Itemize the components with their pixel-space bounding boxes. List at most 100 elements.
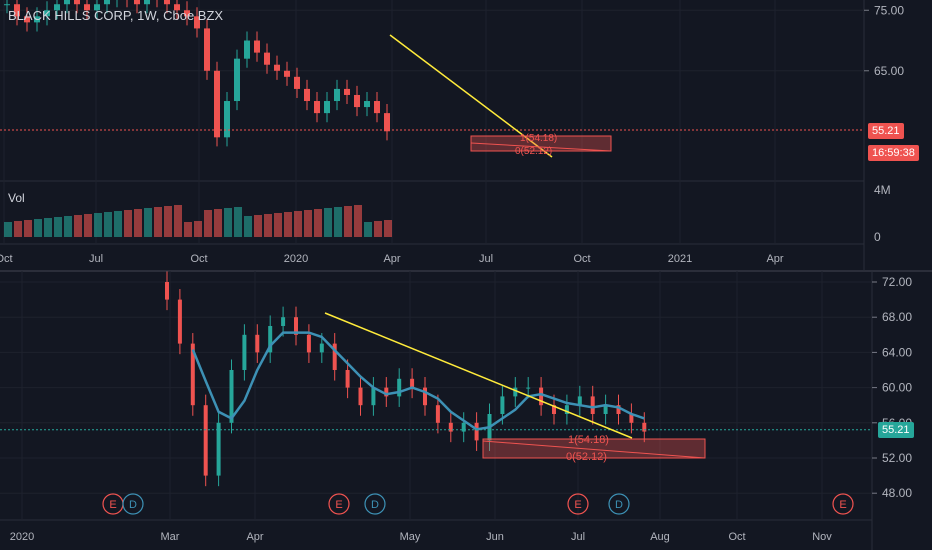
x-tick-label: Apr — [766, 253, 783, 265]
fib-label: 1(54.18) — [568, 434, 609, 446]
x-tick-label: 2021 — [668, 253, 692, 265]
event-circle — [122, 493, 144, 515]
candle-body — [629, 414, 634, 423]
event-marker-dividend[interactable]: D — [608, 493, 630, 515]
candle-body — [526, 387, 531, 389]
candle-body — [264, 52, 270, 65]
candle-body — [203, 405, 208, 476]
x-tick-label: Jul — [571, 531, 585, 543]
x-tick-label: May — [400, 531, 421, 543]
volume-bar — [84, 214, 92, 237]
volume-bar — [184, 222, 192, 237]
candle-body — [204, 28, 210, 71]
event-circle — [608, 493, 630, 515]
candle-body — [54, 4, 60, 11]
candle-body — [229, 370, 234, 423]
candle-body — [332, 343, 337, 370]
candle-body — [184, 10, 190, 17]
candle-body — [423, 387, 427, 406]
volume-bar — [354, 205, 362, 237]
candle-body — [281, 317, 286, 326]
candle-body — [294, 317, 298, 335]
candle-body — [177, 299, 182, 344]
x-tick-label: Jul — [89, 253, 103, 265]
x-tick-label: Jun — [486, 531, 504, 543]
y-tick-label: 75.00 — [874, 3, 904, 17]
event-letter: D — [371, 499, 379, 511]
volume-bar — [124, 210, 132, 237]
candle-body — [552, 405, 556, 414]
volume-bar — [284, 212, 292, 237]
event-circle — [364, 493, 386, 515]
volume-bar — [114, 211, 122, 237]
volume-bar — [134, 209, 142, 237]
volume-bar — [334, 207, 342, 237]
candle-body — [174, 4, 180, 11]
trend-line — [389, 34, 553, 158]
volume-bar — [294, 211, 302, 237]
candle-body — [306, 334, 311, 353]
candle-body — [74, 0, 80, 5]
volume-bar — [204, 210, 212, 237]
candle-body — [304, 88, 310, 102]
event-marker-earnings[interactable]: E — [567, 493, 589, 515]
volume-bar — [384, 220, 392, 237]
candle-body — [474, 422, 479, 441]
volume-bar — [24, 220, 32, 237]
top-current-price-tag: 55.21 — [868, 123, 904, 139]
candle-body — [448, 422, 453, 432]
x-tick-label: Oct — [728, 531, 745, 543]
volume-bar — [304, 210, 312, 237]
event-circle — [328, 493, 350, 515]
volume-bar — [314, 209, 322, 237]
event-marker-dividend[interactable]: D — [122, 493, 144, 515]
volume-bar — [74, 215, 82, 237]
volume-bar — [234, 207, 242, 237]
candle-body — [134, 0, 140, 5]
candle-body — [255, 334, 260, 353]
event-letter: E — [109, 499, 116, 511]
x-tick-label: Oct — [0, 253, 13, 265]
x-tick-label: Oct — [573, 253, 590, 265]
candle-body — [104, 0, 110, 5]
volume-bar — [54, 217, 62, 237]
candle-body — [216, 422, 221, 476]
candle-body — [397, 378, 402, 397]
candle-body — [44, 10, 50, 17]
candle-body — [24, 16, 30, 23]
x-tick-label: Jul — [479, 253, 493, 265]
candle-body — [214, 70, 220, 138]
volume-bar — [244, 216, 252, 237]
x-tick-label: Nov — [812, 531, 832, 543]
fib-diagonal — [482, 440, 706, 459]
candle-body — [344, 88, 350, 95]
y-tick-label: 65.00 — [874, 64, 904, 78]
volume-bar — [14, 221, 22, 237]
candle-body — [345, 370, 350, 388]
event-marker-earnings[interactable]: E — [832, 493, 854, 515]
event-circle — [567, 493, 589, 515]
volume-bar — [94, 213, 102, 237]
candle-body — [224, 101, 230, 138]
x-tick-label: 2020 — [10, 531, 34, 543]
y-tick-label: 60.00 — [882, 381, 912, 395]
candle-body — [384, 113, 390, 132]
candle-body — [268, 326, 273, 353]
event-letter: D — [615, 499, 623, 511]
fib-diagonal — [470, 142, 612, 152]
x-tick-label: Apr — [383, 253, 400, 265]
candle-body — [64, 0, 70, 5]
event-marker-earnings[interactable]: E — [328, 493, 350, 515]
event-marker-dividend[interactable]: D — [364, 493, 386, 515]
bottom-current-price-tag: 55.21 — [878, 422, 914, 438]
y-tick-label: 68.00 — [882, 310, 912, 324]
volume-bar — [324, 208, 332, 237]
event-letter: D — [129, 499, 137, 511]
volume-tick-label: 0 — [874, 230, 881, 244]
volume-bar — [254, 215, 262, 237]
moving-average-line — [191, 331, 645, 431]
x-tick-label: 2020 — [284, 253, 308, 265]
event-marker-earnings[interactable]: E — [102, 493, 124, 515]
x-tick-label: Aug — [650, 531, 670, 543]
